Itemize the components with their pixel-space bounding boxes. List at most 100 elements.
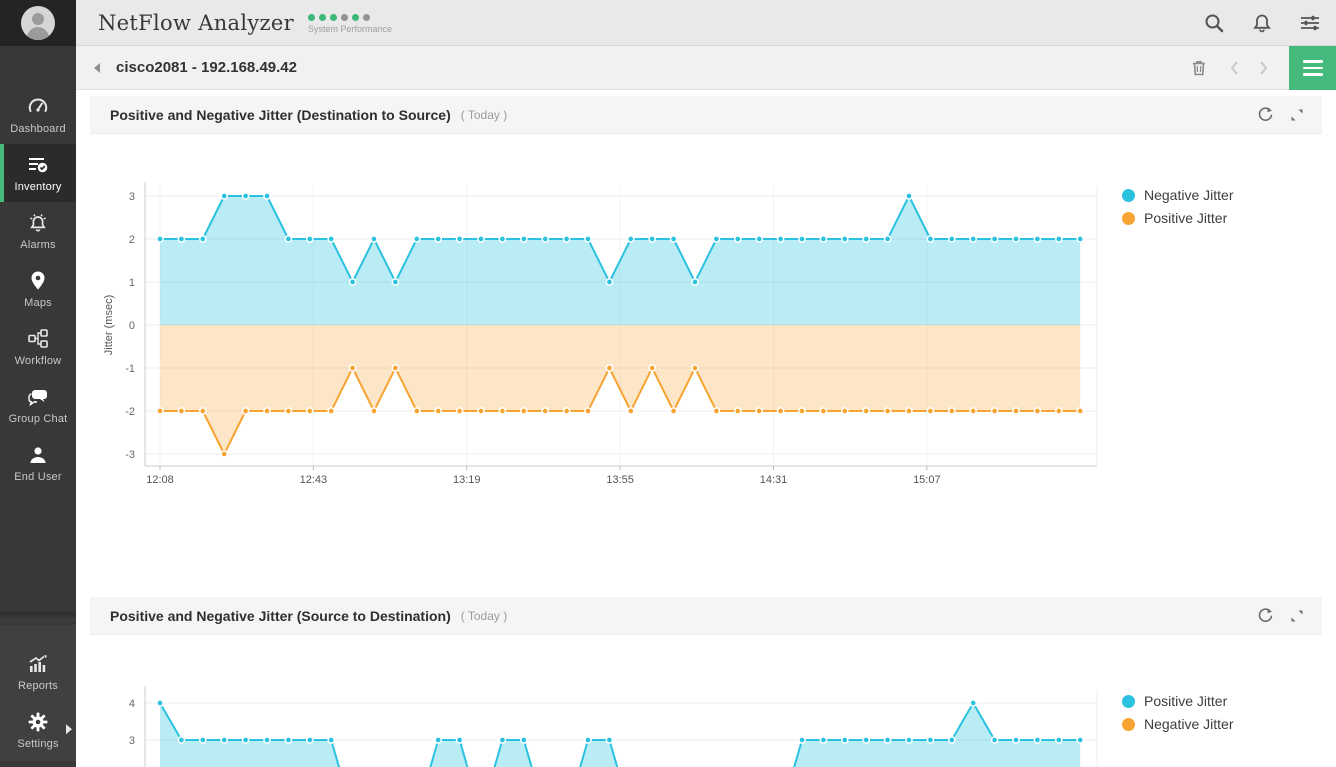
sidebar-item-reports[interactable]: Reports	[0, 643, 76, 701]
sidebar-item-label: Group Chat	[8, 413, 68, 425]
svg-text:3: 3	[129, 735, 135, 747]
legend-item[interactable]: Positive Jitter	[1122, 210, 1233, 226]
back-arrow-icon[interactable]	[92, 62, 102, 74]
legend-item[interactable]: Negative Jitter	[1122, 187, 1233, 203]
gear-icon	[26, 710, 50, 734]
chart-area-dest-to-source: 12:08 12:43 13:19 13:55 14:31 15:07 3 2 1 0 -1 -2 -3…	[76, 134, 1336, 597]
submenu-arrow-icon	[66, 724, 72, 735]
panel-actions	[1256, 607, 1306, 625]
legend-item[interactable]: Positive Jitter	[1122, 693, 1233, 709]
sidebar-item-label: Dashboard	[10, 123, 66, 135]
search-icon[interactable]	[1202, 11, 1226, 35]
sidebar-item-label: Alarms	[20, 239, 56, 251]
status-dot	[329, 13, 337, 21]
svg-text:-3: -3	[125, 449, 135, 461]
chart-legend: Negative Jitter Positive Jitter	[1122, 187, 1233, 226]
expand-icon[interactable]	[1288, 106, 1306, 124]
sidebar-item-workflow[interactable]: Workflow	[0, 318, 76, 376]
legend-item[interactable]: Negative Jitter	[1122, 716, 1233, 732]
svg-text:15:07: 15:07	[913, 474, 941, 486]
legend-label: Negative Jitter	[1144, 716, 1234, 732]
legend-label: Negative Jitter	[1144, 187, 1234, 203]
reports-chart-icon	[26, 652, 50, 676]
panel-jitter-dest-to-source: Positive and Negative Jitter (Destinatio…	[76, 96, 1336, 597]
panel-title: Positive and Negative Jitter (Destinatio…	[110, 106, 451, 123]
app-subtitle: System Performance	[307, 23, 392, 34]
hamburger-menu-icon[interactable]	[1289, 46, 1336, 90]
avatar-icon	[21, 6, 55, 40]
sidebar-item-label: Maps	[24, 297, 52, 309]
svg-text:-1: -1	[125, 363, 135, 375]
device-title: cisco2081 - 192.168.49.42	[116, 59, 297, 76]
sidebar: Dashboard Inventory Alarms Maps	[0, 0, 76, 767]
chart-legend: Positive Jitter Negative Jitter	[1122, 693, 1233, 732]
sidebar-item-label: End User	[14, 471, 62, 483]
sidebar-item-dashboard[interactable]: Dashboard	[0, 86, 76, 144]
svg-text:3: 3	[129, 191, 135, 203]
sidebar-nav: Dashboard Inventory Alarms Maps	[0, 86, 76, 492]
panel-period: ( Today )	[460, 107, 508, 122]
sidebar-item-maps[interactable]: Maps	[0, 260, 76, 318]
status-dot	[362, 13, 370, 21]
sidebar-item-alarms[interactable]: Alarms	[0, 202, 76, 260]
refresh-icon[interactable]	[1256, 607, 1274, 625]
workflow-icon	[26, 327, 50, 351]
sidebar-item-end-user[interactable]: End User	[0, 434, 76, 492]
jitter-chart-dest-to-source[interactable]: 12:08 12:43 13:19 13:55 14:31 15:07 3 2 1 0 -1 -2 -3…	[76, 170, 1336, 505]
svg-text:Jitter (msec): Jitter (msec)	[103, 295, 115, 356]
trash-icon[interactable]	[1185, 54, 1213, 82]
content-area: Positive and Negative Jitter (Destinatio…	[76, 90, 1336, 767]
panel-title: Positive and Negative Jitter (Source to …	[110, 607, 451, 624]
sidebar-item-inventory[interactable]: Inventory	[0, 144, 76, 202]
svg-text:2: 2	[129, 234, 135, 246]
top-header: NetFlow Analyzer System Performance	[76, 0, 1336, 46]
topbar-actions	[1202, 0, 1322, 46]
user-avatar[interactable]	[0, 0, 76, 46]
panel-actions	[1256, 106, 1306, 124]
inventory-list-check-icon	[26, 153, 50, 177]
status-dot	[340, 13, 348, 21]
svg-text:12:43: 12:43	[300, 474, 328, 486]
alarm-bell-icon	[26, 211, 50, 235]
panel-header: Positive and Negative Jitter (Destinatio…	[90, 96, 1322, 134]
sidebar-bottom-nav: Reports	[0, 625, 76, 761]
svg-text:13:55: 13:55	[606, 474, 634, 486]
chevron-left-icon[interactable]	[1221, 54, 1249, 82]
panel-jitter-source-to-dest: Positive and Negative Jitter (Source to …	[76, 597, 1336, 767]
system-performance-status: System Performance	[307, 13, 392, 34]
breadcrumb-bar: cisco2081 - 192.168.49.42	[76, 46, 1336, 90]
chevron-right-icon[interactable]	[1249, 54, 1277, 82]
refresh-icon[interactable]	[1256, 106, 1274, 124]
svg-text:-2: -2	[125, 406, 135, 418]
notifications-bell-icon[interactable]	[1250, 11, 1274, 35]
expand-icon[interactable]	[1288, 607, 1306, 625]
sidebar-item-label: Reports	[18, 680, 58, 692]
chat-bubbles-icon	[26, 385, 50, 409]
status-dots	[307, 13, 392, 21]
sidebar-item-group-chat[interactable]: Group Chat	[0, 376, 76, 434]
legend-label: Positive Jitter	[1144, 693, 1228, 709]
app-title: NetFlow Analyzer	[98, 10, 294, 35]
legend-dot-orange	[1122, 717, 1135, 731]
sidebar-item-label: Settings	[17, 738, 59, 750]
filter-sliders-icon[interactable]	[1298, 11, 1322, 35]
sidebar-item-label: Inventory	[14, 181, 62, 193]
svg-text:14:31: 14:31	[760, 474, 788, 486]
map-pin-icon	[26, 269, 50, 293]
svg-text:1: 1	[129, 277, 135, 289]
status-dot	[307, 13, 315, 21]
svg-text:13:19: 13:19	[453, 474, 481, 486]
breadcrumb-actions	[1185, 46, 1336, 90]
panel-period: ( Today )	[460, 608, 508, 623]
panel-header: Positive and Negative Jitter (Source to …	[90, 597, 1322, 635]
sidebar-item-settings[interactable]: Settings	[0, 701, 76, 759]
sidebar-item-label: Workflow	[14, 355, 62, 367]
user-icon	[26, 443, 50, 467]
svg-text:4: 4	[129, 698, 135, 710]
main-area: NetFlow Analyzer System Performance	[76, 0, 1336, 767]
legend-dot-cyan	[1122, 694, 1135, 708]
status-dot	[351, 13, 359, 21]
jitter-chart-source-to-dest[interactable]: 43	[76, 660, 1336, 767]
